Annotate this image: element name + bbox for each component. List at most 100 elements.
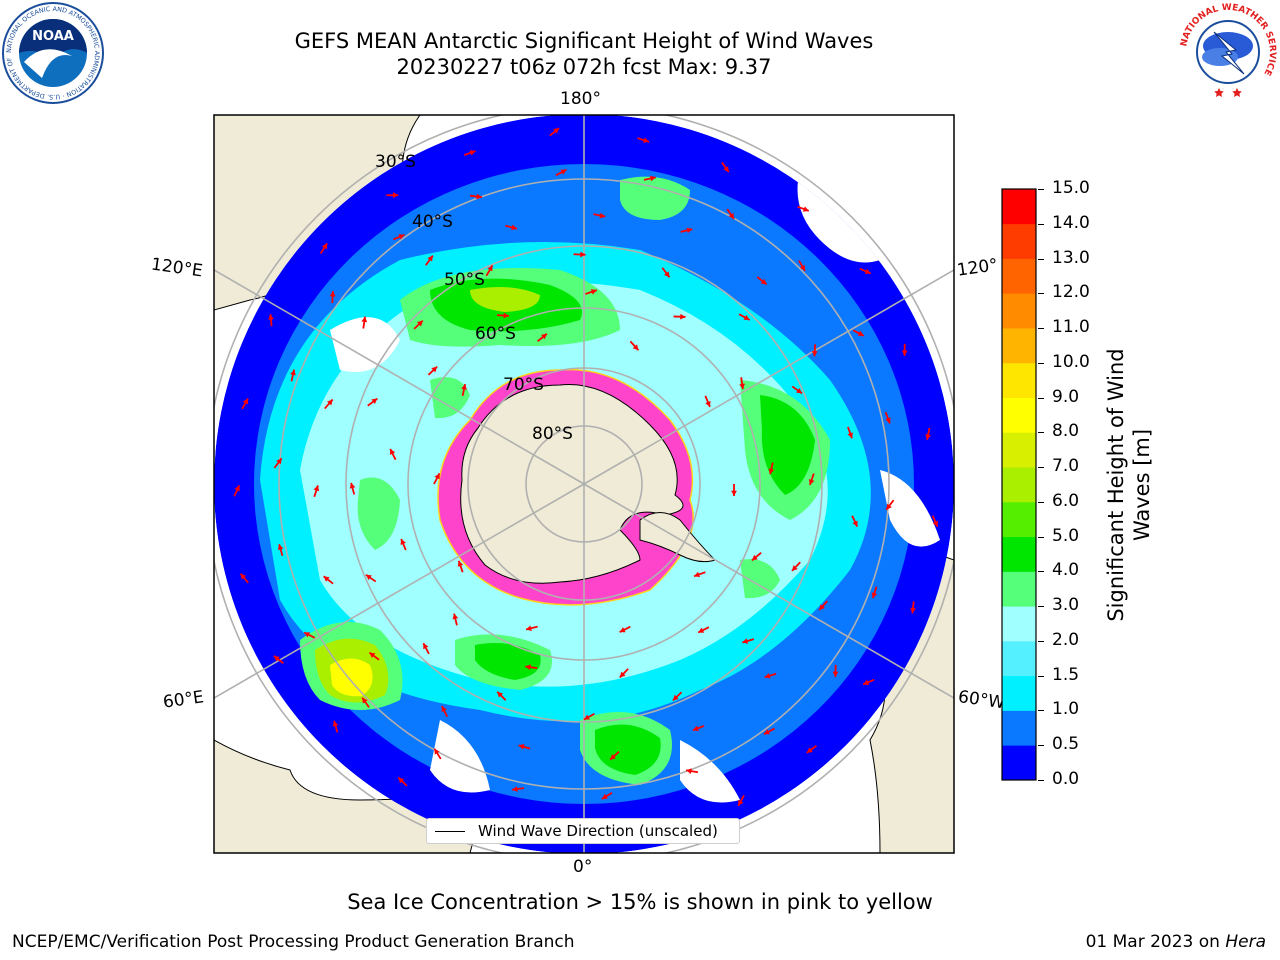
wind-wave-arrowhead	[885, 417, 891, 424]
wind-wave-arrowhead	[417, 320, 423, 327]
wind-wave-arrowhead	[313, 485, 320, 492]
wind-wave-arrowhead	[497, 691, 503, 698]
colorbar-band	[1002, 675, 1036, 711]
wind-wave-arrowhead	[553, 128, 560, 134]
colorbar-tick-mark	[1038, 293, 1044, 295]
wind-wave-arrowhead	[680, 313, 686, 320]
wind-wave-arrowhead	[731, 490, 737, 496]
colorbar-band	[1002, 745, 1036, 781]
wind-wave-arrowhead	[400, 538, 406, 545]
wind-wave-arrowhead	[686, 768, 692, 775]
wind-wave-arrowhead	[329, 291, 336, 297]
wind-wave-arrowhead	[743, 314, 750, 320]
colorbar-tick-label: 12.0	[1052, 282, 1090, 303]
colorbar-tick-label: 13.0	[1052, 247, 1090, 268]
footer-host: Hera	[1225, 932, 1266, 952]
wind-wave-arrowhead	[643, 137, 649, 143]
colorbar-band	[1002, 293, 1036, 329]
colorbar-tick-label: 8.0	[1052, 421, 1080, 442]
wind-wave-arrowhead	[242, 398, 249, 405]
wind-wave-arrowhead	[398, 777, 405, 784]
colorbar-band	[1002, 223, 1036, 259]
map-frame	[213, 114, 955, 854]
wind-wave-arrowhead	[760, 278, 767, 285]
wind-wave-arrowhead	[672, 694, 679, 701]
wind-wave-arrowhead	[863, 679, 870, 685]
colorbar-tick-mark	[1038, 328, 1044, 330]
wind-wave-arrows	[233, 127, 939, 835]
lat-label-50s: 50°S	[444, 270, 485, 290]
wind-wave-arrowhead	[349, 482, 356, 489]
wind-wave-arrowhead	[768, 468, 775, 475]
colorbar-band	[1002, 432, 1036, 468]
wind-wave-arrowhead	[392, 192, 399, 199]
wind-wave-arrowhead	[487, 265, 493, 272]
colorbar-band	[1002, 501, 1036, 538]
colorbar-label-line2: Waves [m]	[1130, 428, 1154, 542]
wind-wave-arrowhead	[728, 213, 735, 220]
colorbar-tick-label: 2.0	[1052, 629, 1080, 650]
wind-wave-arrowhead	[525, 664, 531, 671]
wind-wave-arrowhead	[583, 714, 590, 720]
wind-wave-arrowhead	[457, 560, 464, 567]
wind-wave-arrowhead	[886, 503, 892, 510]
wind-wave-arrowhead	[819, 604, 825, 611]
wind-wave-arrowhead	[599, 212, 606, 219]
wind-wave-arrowhead	[431, 366, 438, 373]
colorbar-tick-mark	[1038, 571, 1044, 573]
nws-logo: NATIONAL WEATHER SERVICE	[1179, 3, 1277, 101]
wind-wave-arrowhead	[901, 350, 908, 356]
colorbar-tick-label: 5.0	[1052, 525, 1080, 546]
wind-wave-arrowhead	[764, 673, 771, 679]
legend-text: Wind Wave Direction (unscaled)	[478, 822, 718, 840]
lon-label-0: 0°	[573, 857, 593, 877]
colorbar-tick-mark	[1038, 362, 1044, 364]
wind-wave-arrowhead	[811, 350, 818, 357]
colorbar-tick-label: 14.0	[1052, 212, 1090, 233]
wind-wave-arrowhead	[664, 271, 670, 278]
colorbar-tick-mark	[1038, 536, 1044, 538]
wind-wave-arrowhead	[739, 383, 745, 390]
wind-wave-arrowhead	[525, 625, 532, 632]
colorbar-tick-mark	[1038, 710, 1044, 712]
colorbar-tick-mark	[1038, 432, 1044, 434]
colorbar-band	[1002, 710, 1036, 746]
wind-wave-arrowhead	[323, 576, 330, 582]
wind-wave-arrowhead	[304, 632, 311, 638]
colorbar-band	[1002, 536, 1036, 572]
colorbar-tick-mark	[1038, 258, 1044, 260]
wind-wave-arrowhead	[742, 638, 749, 644]
wind-wave-arrowhead	[796, 387, 803, 394]
wind-wave-arrowhead	[268, 314, 274, 320]
wind-wave-arrowhead	[560, 169, 567, 175]
wind-wave-arrowhead	[369, 652, 376, 659]
colorbar-tick-label: 3.0	[1052, 595, 1080, 616]
wind-wave-arrowhead	[365, 574, 372, 581]
wind-wave-arrowhead	[518, 744, 525, 750]
lat-label-80s: 80°S	[532, 424, 573, 444]
wind-wave-arrowhead	[723, 166, 729, 173]
lat-label-70s: 70°S	[503, 375, 544, 395]
footer-date: 01 Mar 2023 on Hera	[1086, 932, 1266, 952]
wind-wave-arrowhead	[751, 554, 758, 561]
wind-wave-arrowhead	[619, 671, 626, 678]
colorbar-tick-mark	[1038, 467, 1044, 469]
wind-wave-arrowhead	[871, 592, 878, 599]
colorbar-tick-mark	[1038, 675, 1044, 677]
wind-wave-arrowhead	[806, 747, 813, 753]
colorbar-tick-label: 0.5	[1052, 734, 1080, 755]
wind-wave-arrowhead	[423, 643, 429, 650]
wind-wave-arrowhead	[361, 316, 368, 323]
wind-wave-arrowhead	[590, 289, 597, 295]
colorbar-band	[1002, 258, 1036, 294]
wind-wave-arrowhead	[511, 224, 518, 231]
wind-wave-arrowhead	[362, 697, 368, 704]
wind-wave-arrowhead	[932, 520, 938, 527]
wind-wave-arrowhead	[434, 748, 440, 755]
wind-wave-arrowhead	[327, 399, 333, 406]
wind-wave-arrowhead	[925, 434, 931, 440]
noaa-logo: NATIONAL OCEANIC AND ATMOSPHERIC ADMINIS…	[2, 2, 104, 104]
colorbar-tick-label: 15.0	[1052, 178, 1090, 198]
colorbar-tick-label: 6.0	[1052, 490, 1080, 511]
legend-line-swatch	[435, 831, 465, 832]
